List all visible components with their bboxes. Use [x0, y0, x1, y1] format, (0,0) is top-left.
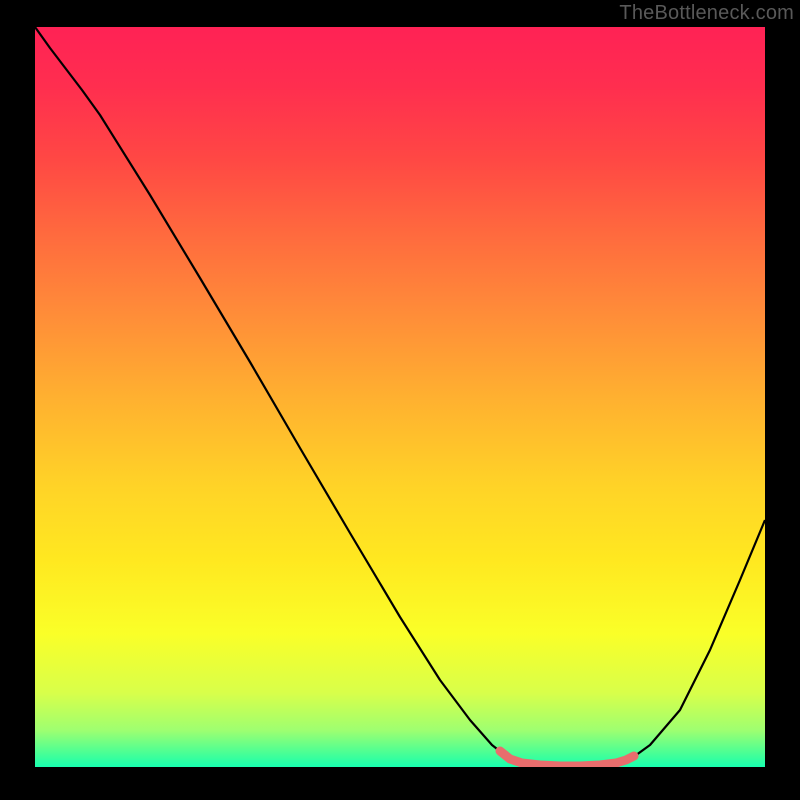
plot-area [35, 27, 765, 767]
highlight-segment [500, 751, 634, 766]
main-curve [35, 27, 765, 766]
curve-layer [35, 27, 765, 767]
chart-container: TheBottleneck.com [0, 0, 800, 800]
watermark-text: TheBottleneck.com [619, 2, 794, 25]
